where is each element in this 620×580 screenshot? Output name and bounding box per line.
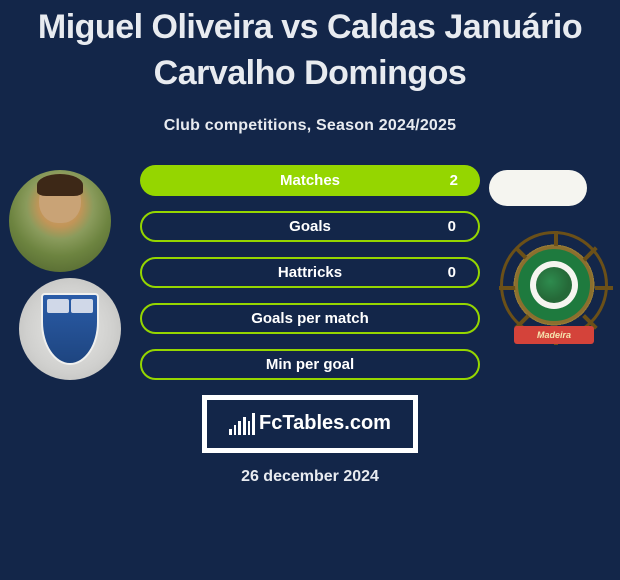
club-ribbon: Madeira (514, 326, 594, 344)
stat-row-goals-per-match: Goals per match (140, 303, 480, 334)
logo-content: FcTables.com (229, 412, 391, 435)
site-logo[interactable]: FcTables.com (202, 395, 418, 453)
lion-icon (536, 267, 572, 303)
stat-label: Goals (289, 218, 331, 235)
stat-value: 0 (448, 264, 456, 281)
stat-label: Goals per match (251, 310, 369, 327)
stat-value: 2 (450, 172, 458, 189)
stat-label: Matches (280, 172, 340, 189)
chart-icon (229, 413, 255, 435)
player-avatar-left (9, 170, 111, 272)
stat-label: Hattricks (278, 264, 342, 281)
club-logo-left (19, 278, 121, 380)
ribbon-text: Madeira (537, 330, 571, 340)
content-area: Madeira Matches 2 Goals 0 Hattricks 0 Go… (0, 165, 620, 380)
stat-row-hattricks: Hattricks 0 (140, 257, 480, 288)
stat-value: 0 (448, 218, 456, 235)
stat-row-goals: Goals 0 (140, 211, 480, 242)
stats-list: Matches 2 Goals 0 Hattricks 0 Goals per … (140, 165, 480, 380)
wheel-center (530, 261, 578, 309)
club-shield-left (41, 293, 99, 365)
player-placeholder-right (489, 170, 587, 206)
subtitle: Club competitions, Season 2024/2025 (0, 117, 620, 135)
date-text: 26 december 2024 (0, 468, 620, 486)
club-logo-right: Madeira (498, 220, 610, 350)
page-title: Miguel Oliveira vs Caldas Januário Carva… (0, 5, 620, 97)
stat-label: Min per goal (266, 356, 354, 373)
logo-text: FcTables.com (259, 412, 391, 435)
comparison-container: Miguel Oliveira vs Caldas Januário Carva… (0, 0, 620, 580)
club-wheel-icon: Madeira (500, 231, 608, 339)
stat-row-min-per-goal: Min per goal (140, 349, 480, 380)
stat-row-matches: Matches 2 (140, 165, 480, 196)
wheel-inner (515, 246, 593, 324)
